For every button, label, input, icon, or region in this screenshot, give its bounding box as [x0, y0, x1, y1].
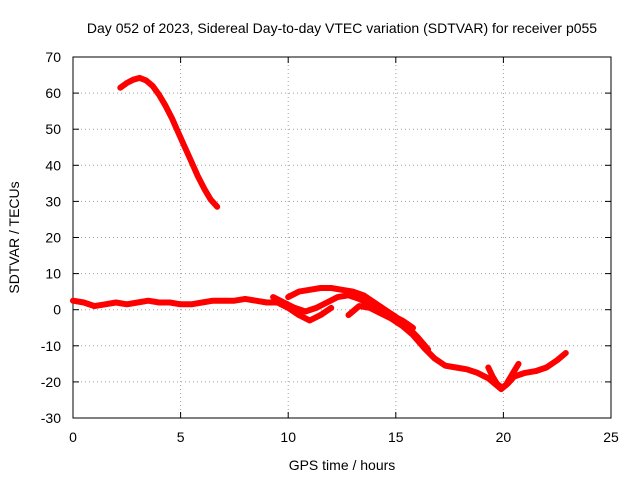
x-tick-label: 15: [388, 429, 404, 445]
x-tick-label: 10: [280, 429, 296, 445]
y-tick-label: 30: [45, 193, 61, 209]
y-tick-label: 70: [45, 49, 61, 65]
x-tick-label: 20: [496, 429, 512, 445]
y-tick-label: 60: [45, 85, 61, 101]
x-tick-label: 25: [603, 429, 619, 445]
y-tick-label: -30: [41, 410, 61, 426]
x-tick-label: 0: [69, 429, 77, 445]
y-tick-label: 40: [45, 157, 61, 173]
series-line-arc-low: [345, 303, 569, 393]
y-axis-label: SDTVAR / TECUs: [6, 181, 22, 293]
series-line-arc-spike: [485, 360, 522, 391]
grid-lines: [73, 57, 611, 418]
y-tick-label: 10: [45, 266, 61, 282]
x-axis-label: GPS time / hours: [289, 457, 396, 473]
y-tick-label: 50: [45, 121, 61, 137]
axis-ticks: 0 5 10 15 20 25 -30 -20 -10 0 10 20 30 40 50 60 70: [41, 49, 619, 445]
y-tick-label: 20: [45, 230, 61, 246]
y-tick-label: -20: [41, 374, 61, 390]
series-line-arc-high: [117, 74, 221, 210]
y-tick-label: 0: [53, 302, 61, 318]
data-series: [70, 74, 569, 393]
x-tick-label: 5: [177, 429, 185, 445]
chart-title: Day 052 of 2023, Sidereal Day-to-day VTE…: [87, 20, 597, 36]
y-tick-label: -10: [41, 338, 61, 354]
